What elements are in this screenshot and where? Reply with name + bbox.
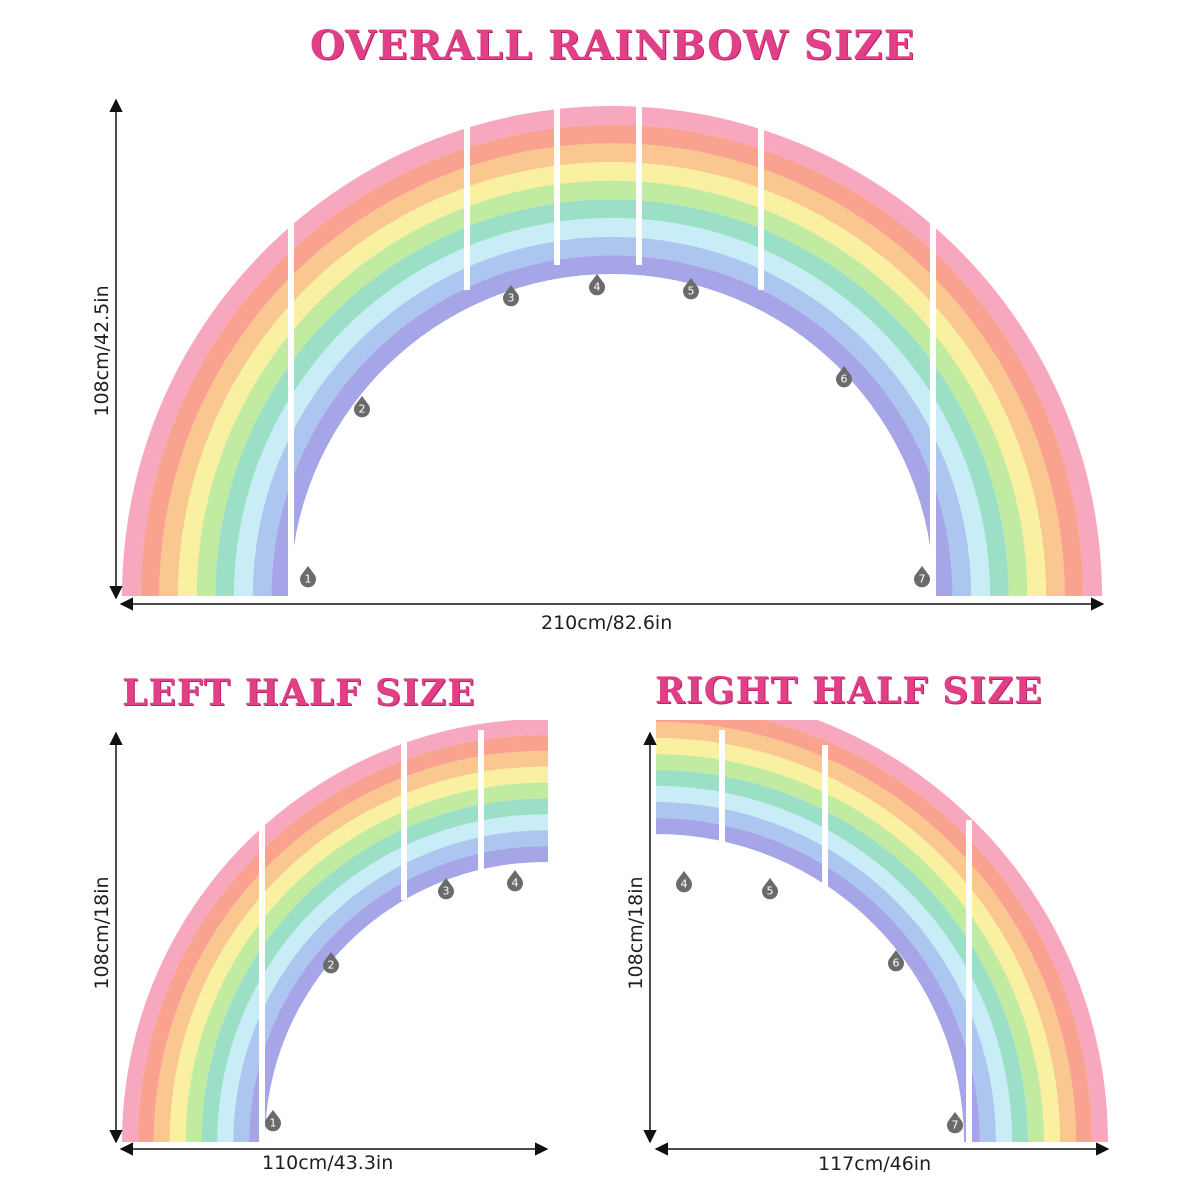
overall-width-label: 210cm/82.6in (541, 612, 673, 634)
left-height-label: 108cm/18in (91, 876, 113, 990)
title-left-half-size: LEFT HALF SIZE (122, 672, 476, 714)
right-panel-gap (966, 820, 972, 1150)
left-half-arc: 1 2 3 4 (122, 720, 548, 1150)
overall-panel-marker: 2 (353, 396, 370, 418)
right-panel-marker: 7 (946, 1112, 963, 1134)
overall-rainbow: 1 2 3 4 5 6 7 (0, 95, 1200, 602)
overall-panel-marker: 3 (502, 285, 519, 307)
overall-panel-gap (636, 95, 642, 265)
right-height-label: 108cm/18in (625, 876, 647, 990)
overall-panel-gap (288, 210, 294, 600)
overall-panel-marker: 6 (836, 366, 852, 388)
overall-panel-gap (464, 100, 470, 290)
overall-panel-number: 1 (305, 573, 312, 586)
left-panel-number: 2 (328, 959, 335, 972)
overall-panel-gap (930, 200, 936, 600)
left-panel-gap (259, 820, 265, 1150)
overall-panel-marker: 4 (589, 274, 605, 296)
right-half-rainbow: 4 5 6 7 (656, 720, 1108, 1150)
overall-panel-marker: 1 (299, 566, 316, 588)
left-panel-marker: 1 (264, 1110, 281, 1132)
overall-panel-marker: 7 (914, 566, 930, 588)
overall-panel-gap (554, 95, 560, 265)
overall-height-label: 108cm/42.5in (91, 285, 113, 417)
right-half-arc: 4 5 6 7 (656, 720, 1108, 1150)
overall-panel-gap (758, 115, 764, 290)
title-overall-rainbow-size: OVERALL RAINBOW SIZE (309, 22, 916, 69)
right-panel-gap (719, 730, 725, 880)
overall-panel-number: 2 (359, 403, 366, 416)
left-panel-marker: 3 (438, 878, 454, 900)
right-panel-gap (822, 745, 828, 905)
left-panel-number: 1 (270, 1117, 277, 1130)
right-panel-marker: 5 (761, 878, 778, 900)
left-panel-gap (401, 740, 407, 900)
overall-panel-number: 4 (594, 281, 601, 294)
left-half-rainbow: 1 2 3 4 (122, 720, 548, 1150)
overall-panel-marker: 5 (683, 278, 699, 300)
overall-panel-number: 3 (508, 292, 515, 305)
dimension-arrows (109, 98, 1110, 1156)
right-band (765, 720, 1108, 1142)
left-panel-gap (478, 730, 484, 880)
left-panel-marker: 4 (506, 870, 523, 892)
left-panel-number: 3 (443, 885, 450, 898)
right-panel-number: 7 (952, 1119, 959, 1132)
right-width-label: 117cm/46in (818, 1153, 932, 1175)
left-width-label: 110cm/43.3in (262, 1152, 394, 1174)
left-panel-number: 4 (512, 877, 519, 890)
overall-panel-number: 7 (919, 573, 926, 586)
right-panel-marker: 6 (888, 950, 904, 972)
right-panel-number: 4 (681, 878, 688, 891)
right-panel-marker: 4 (675, 871, 692, 893)
overall-panel-number: 6 (841, 373, 848, 386)
right-panel-number: 6 (893, 957, 900, 970)
right-panel-number: 5 (767, 885, 774, 898)
title-right-half-size: RIGHT HALF SIZE (655, 670, 1043, 712)
overall-panel-number: 5 (688, 285, 695, 298)
left-panel-marker: 2 (322, 952, 339, 974)
